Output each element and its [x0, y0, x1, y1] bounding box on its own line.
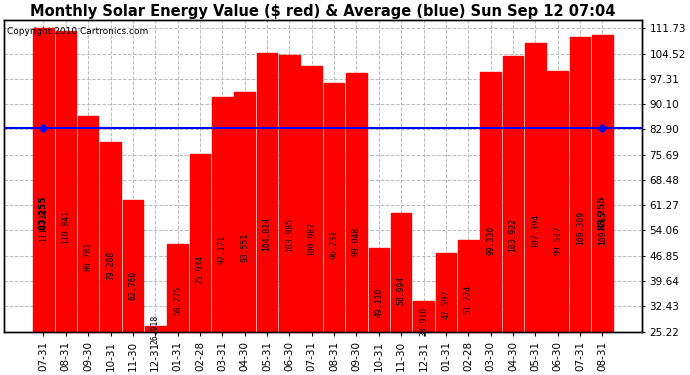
Text: 50.275: 50.275 — [173, 286, 182, 315]
Bar — [302, 66, 322, 332]
Text: Copyright 2010 Cartronics.com: Copyright 2010 Cartronics.com — [8, 27, 148, 36]
Text: 33.910: 33.910 — [419, 306, 428, 336]
Bar — [190, 154, 210, 332]
Bar — [547, 71, 568, 332]
Bar — [503, 56, 523, 332]
Text: 103.985: 103.985 — [285, 218, 294, 252]
Bar — [346, 73, 367, 332]
Bar — [480, 72, 501, 332]
Bar — [592, 35, 613, 332]
Bar — [435, 253, 456, 332]
Text: 62.760: 62.760 — [128, 271, 137, 300]
Bar — [257, 53, 277, 332]
Text: 104.814: 104.814 — [262, 217, 272, 251]
Text: 110.841: 110.841 — [61, 210, 70, 244]
Text: 103.922: 103.922 — [509, 218, 518, 252]
Text: 93.551: 93.551 — [240, 233, 249, 262]
Text: 83.255: 83.255 — [39, 195, 48, 230]
Bar — [368, 248, 389, 332]
Text: 109.715: 109.715 — [598, 211, 607, 245]
Text: 107.394: 107.394 — [531, 214, 540, 248]
Text: 49.110: 49.110 — [375, 288, 384, 317]
Bar — [279, 56, 299, 332]
Title: Monthly Solar Energy Value ($ red) & Average (blue) Sun Sep 12 07:04: Monthly Solar Energy Value ($ red) & Ave… — [30, 4, 615, 19]
Bar — [212, 97, 233, 332]
Text: 99.330: 99.330 — [486, 226, 495, 255]
Bar — [145, 326, 166, 332]
Text: 26.918: 26.918 — [150, 315, 159, 344]
Text: 99.048: 99.048 — [352, 226, 361, 256]
Bar — [413, 301, 434, 332]
Bar — [167, 244, 188, 332]
Bar — [525, 44, 546, 332]
Text: 47.597: 47.597 — [442, 290, 451, 319]
Bar — [570, 37, 591, 332]
Bar — [391, 213, 411, 332]
Text: 51.224: 51.224 — [464, 285, 473, 314]
Bar — [458, 240, 479, 332]
Text: 79.288: 79.288 — [106, 251, 115, 280]
Text: 111.732: 111.732 — [39, 209, 48, 243]
Text: 86.781: 86.781 — [83, 242, 92, 271]
Text: 96.231: 96.231 — [330, 230, 339, 259]
Text: 99.517: 99.517 — [553, 226, 562, 255]
Text: 100.987: 100.987 — [307, 222, 316, 256]
Text: 109.309: 109.309 — [575, 211, 584, 246]
Text: 75.934: 75.934 — [195, 255, 204, 284]
Bar — [324, 82, 344, 332]
Text: 92.171: 92.171 — [218, 235, 227, 264]
Bar — [100, 142, 121, 332]
Bar — [78, 116, 99, 332]
Bar — [235, 92, 255, 332]
Bar — [33, 28, 54, 332]
Text: 83.255: 83.255 — [598, 195, 607, 230]
Text: 58.994: 58.994 — [397, 276, 406, 305]
Bar — [55, 32, 76, 332]
Bar — [123, 200, 143, 332]
